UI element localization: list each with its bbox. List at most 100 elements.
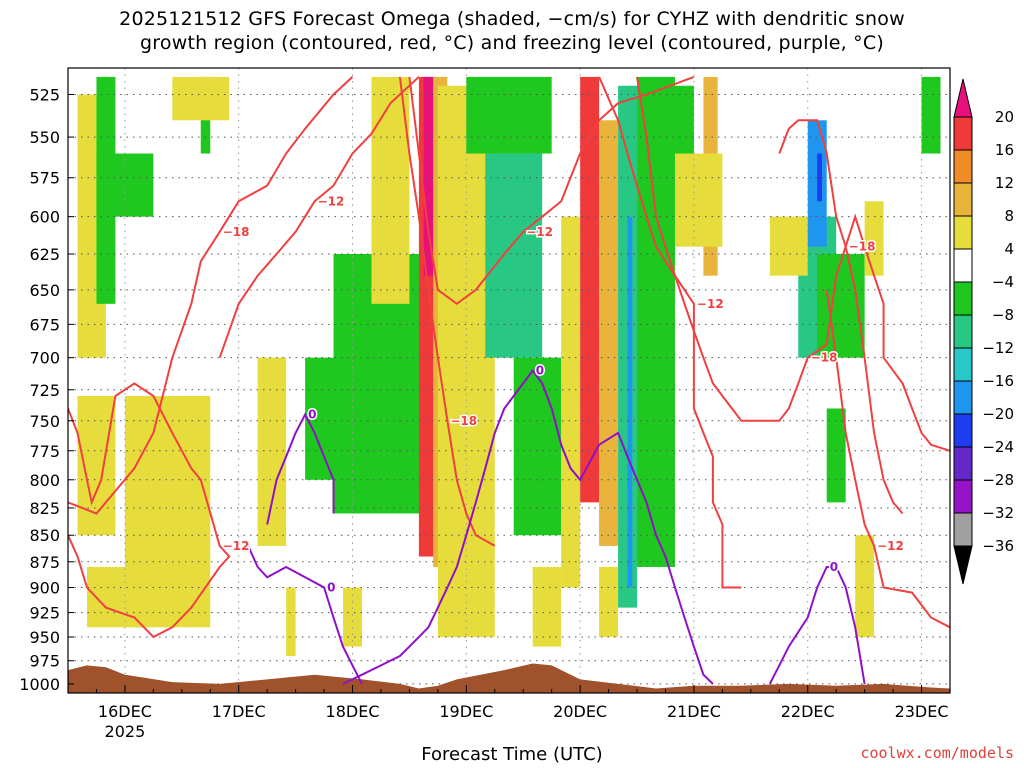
omega-area-40 bbox=[855, 535, 875, 637]
y-tick-label-18: 975 bbox=[29, 652, 60, 671]
colorbar-band-3 bbox=[953, 182, 973, 217]
omega-area-8 bbox=[172, 76, 230, 121]
colorbar-band-5 bbox=[953, 248, 973, 283]
omega-area-10 bbox=[286, 587, 296, 657]
y-tick-label-2: 575 bbox=[29, 169, 60, 188]
omega-area-39 bbox=[864, 201, 884, 276]
omega-area-32 bbox=[674, 153, 723, 247]
dgz-contour-label-0: −12 bbox=[223, 539, 250, 553]
colorbar-band-2 bbox=[953, 149, 973, 184]
omega-area-9 bbox=[257, 357, 287, 546]
y-tick-label-10: 775 bbox=[29, 442, 60, 461]
freezing-level-contours bbox=[247, 368, 866, 685]
colorbar-band-8 bbox=[953, 347, 973, 382]
y-tick-label-4: 625 bbox=[29, 245, 60, 264]
chart-title-line-1: 2025121512 GFS Forecast Omega (shaded, −… bbox=[119, 8, 905, 30]
y-tick-label-9: 750 bbox=[29, 412, 60, 431]
omega-area-28 bbox=[637, 76, 675, 567]
omega-area-35 bbox=[817, 153, 822, 202]
omega-area-25 bbox=[599, 120, 619, 546]
omega-area-2 bbox=[86, 566, 125, 628]
y-tick-label-15: 900 bbox=[29, 579, 60, 598]
colorbar-band-13 bbox=[953, 512, 973, 547]
omega-area-37 bbox=[826, 408, 846, 503]
omega-area-22 bbox=[532, 566, 562, 647]
y-tick-label-13: 850 bbox=[29, 526, 60, 545]
x-tick-label-6: 22DEC bbox=[781, 702, 835, 721]
dgz-contour-label-1: −18 bbox=[223, 225, 250, 239]
dgz-contour-0 bbox=[68, 382, 231, 639]
x-axis-title: Forecast Time (UTC) bbox=[421, 744, 603, 765]
y-tick-label-5: 650 bbox=[29, 281, 60, 300]
colorbar-label-10: −24 bbox=[982, 438, 1014, 456]
y-tick-label-19: 1000 bbox=[19, 675, 60, 694]
omega-area-14 bbox=[371, 76, 410, 304]
colorbar-band-12 bbox=[953, 479, 973, 514]
dgz-contour-label-7: −18 bbox=[849, 240, 876, 254]
x-tick-label-2: 18DEC bbox=[326, 702, 380, 721]
x-tick-label-0: 16DEC bbox=[98, 702, 152, 721]
terrain-fill bbox=[68, 663, 950, 693]
x-tick-label-7: 23DEC bbox=[895, 702, 949, 721]
chart-title-line-2: growth region (contoured, red, °C) and f… bbox=[140, 32, 884, 54]
colorbar-band-1 bbox=[953, 116, 973, 151]
colorbar-band-9 bbox=[953, 380, 973, 415]
credit-text: coolwx.com/models bbox=[860, 744, 1014, 762]
colorbar-label-1: 16 bbox=[995, 141, 1014, 159]
x-tick-label-1: 17DEC bbox=[212, 702, 266, 721]
dgz-contour-label-8: −12 bbox=[877, 539, 904, 553]
freezing-contour-label-1: 0 bbox=[327, 581, 335, 595]
colorbar-label-7: −12 bbox=[982, 339, 1014, 357]
omega-area-7 bbox=[124, 396, 211, 628]
x-axis: 16DEC 17DEC 18DEC 19DEC 20DEC 21DEC 22DEC 23DEC… bbox=[67, 685, 951, 741]
dgz-contour-label-2: −12 bbox=[318, 194, 345, 208]
dgz-contour-1 bbox=[68, 76, 354, 515]
dgz-contour-6 bbox=[636, 76, 950, 452]
y-tick-label-16: 925 bbox=[29, 604, 60, 623]
dgz-contour-2 bbox=[218, 76, 420, 359]
colorbar-label-4: 4 bbox=[1004, 240, 1014, 258]
colorbar-label-3: 8 bbox=[1004, 207, 1014, 225]
omega-area-24 bbox=[580, 76, 600, 503]
omega-area-26 bbox=[618, 85, 638, 608]
omega-area-16 bbox=[423, 76, 434, 276]
x-tick-label-4: 20DEC bbox=[553, 702, 607, 721]
dgz-contour-label-6: −18 bbox=[811, 351, 838, 365]
omega-area-23 bbox=[561, 216, 581, 588]
x-tick-label-3: 19DEC bbox=[439, 702, 493, 721]
freezing-contour-0 bbox=[266, 412, 335, 525]
colorbar-bottom-arrow bbox=[953, 545, 973, 585]
omega-area-11 bbox=[343, 587, 362, 647]
colorbar-label-2: 12 bbox=[995, 174, 1014, 192]
colorbar-band-6 bbox=[953, 281, 973, 316]
y-tick-label-8: 725 bbox=[29, 381, 60, 400]
omega-area-38 bbox=[769, 216, 808, 276]
y-tick-label-11: 800 bbox=[29, 471, 60, 490]
grid-lines bbox=[68, 68, 950, 693]
dgz-contour-label-3: −12 bbox=[526, 225, 553, 239]
dgz-contour-3 bbox=[408, 75, 695, 306]
x-tick-label-5: 21DEC bbox=[667, 702, 721, 721]
freezing-contour-label-2: 0 bbox=[536, 364, 544, 378]
y-tick-label-7: 700 bbox=[29, 349, 60, 368]
colorbar-label-13: −36 bbox=[982, 537, 1014, 555]
dgz-contour-5 bbox=[598, 76, 742, 589]
y-axis: 525 550 575 600 625 650 675 700 725 750 775 800 825 8… bbox=[19, 86, 74, 694]
dgz-contour-4 bbox=[398, 76, 496, 547]
y-tick-label-14: 875 bbox=[29, 553, 60, 572]
x-year-label: 2025 bbox=[105, 722, 146, 741]
colorbar-band-10 bbox=[953, 413, 973, 448]
y-tick-label-6: 675 bbox=[29, 315, 60, 334]
dgz-contour-8 bbox=[825, 289, 950, 629]
colorbar-label-9: −20 bbox=[982, 405, 1014, 423]
colorbar-band-4 bbox=[953, 215, 973, 250]
freezing-contour-label-0: 0 bbox=[308, 408, 316, 422]
dgz-contours bbox=[68, 75, 950, 639]
omega-area-21 bbox=[513, 357, 562, 536]
omega-area-29 bbox=[599, 566, 619, 637]
y-tick-label-1: 550 bbox=[29, 128, 60, 147]
terrain bbox=[68, 663, 950, 693]
colorbar-label-11: −28 bbox=[982, 471, 1014, 489]
colorbar-label-8: −16 bbox=[982, 372, 1014, 390]
